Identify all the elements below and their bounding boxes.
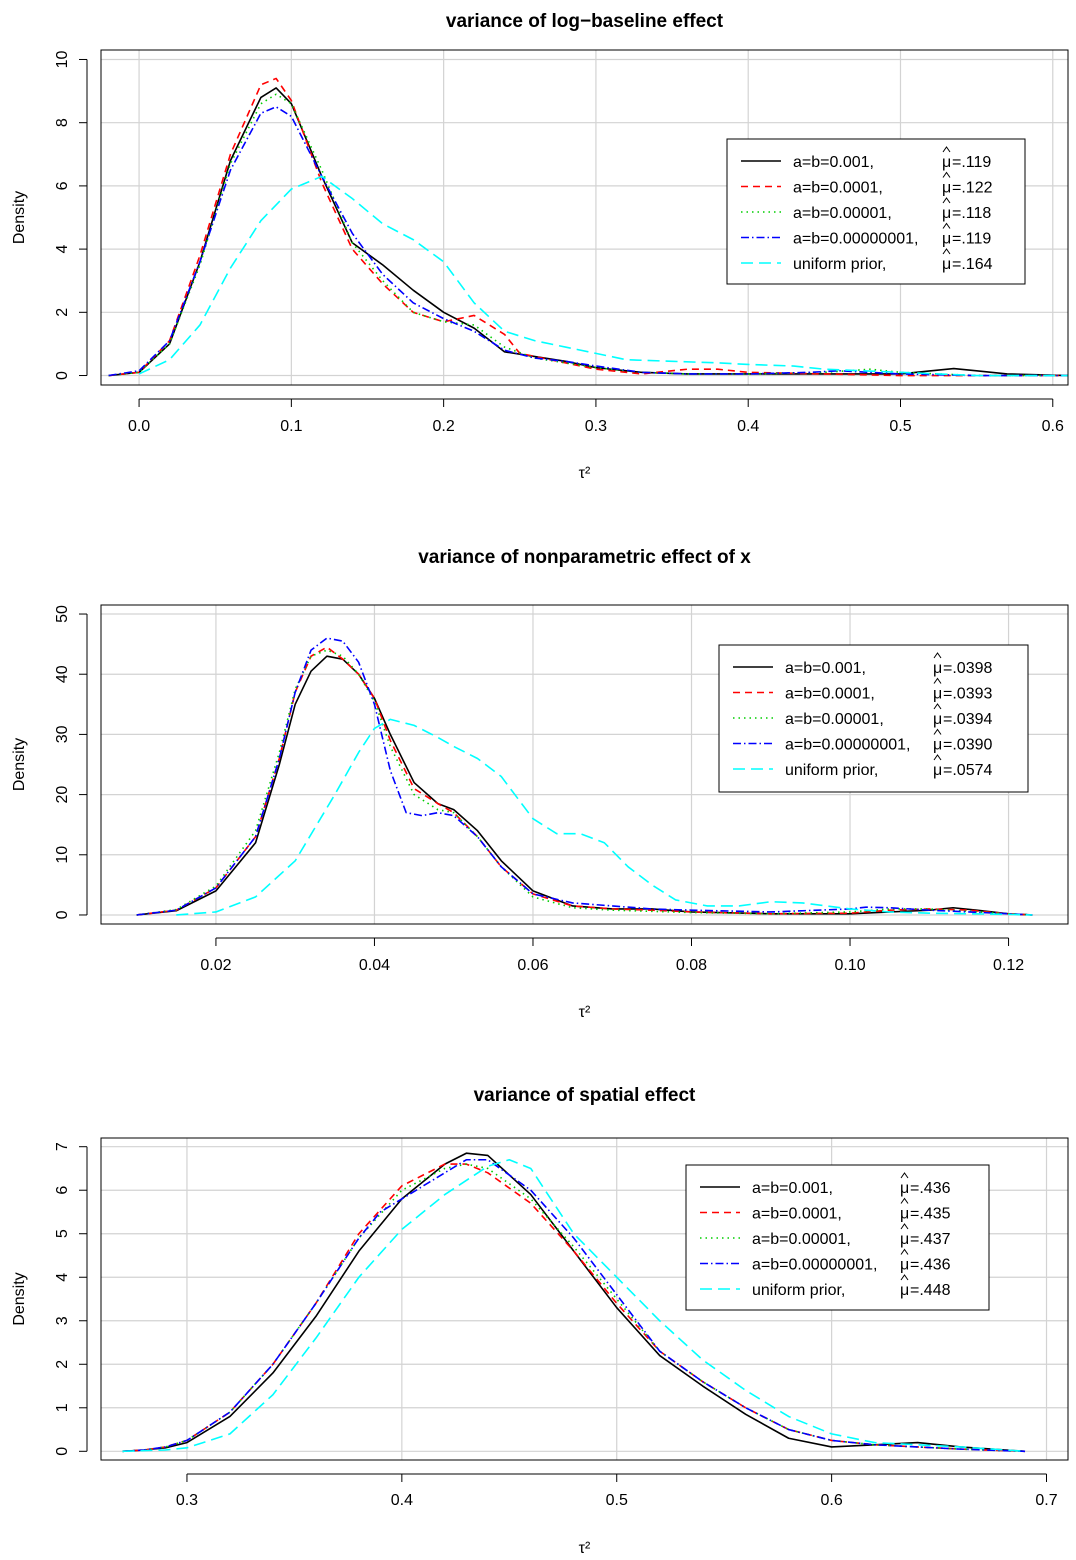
y-tick-label: 8 bbox=[54, 118, 71, 127]
legend-mu-value-2: =.122 bbox=[952, 180, 993, 197]
x-tick-label: 0.0 bbox=[128, 418, 150, 435]
svg-text:μ: μ bbox=[942, 205, 951, 222]
legend-mu-value-5: =.0574 bbox=[943, 762, 992, 779]
legend-mu-value-4: =.436 bbox=[910, 1257, 951, 1274]
y-axis-label: Density bbox=[11, 738, 28, 791]
svg-text:μ: μ bbox=[942, 231, 951, 248]
legend-mu-value-5: =.448 bbox=[910, 1282, 951, 1299]
y-tick-label: 6 bbox=[54, 181, 71, 190]
x-tick-label: 0.5 bbox=[606, 1492, 628, 1509]
legend: a=b=0.001, μ =.0398a=b=0.0001, μ =.0393a=b=0… bbox=[719, 645, 1028, 792]
svg-text:μ: μ bbox=[900, 1231, 909, 1248]
y-tick-label: 40 bbox=[54, 665, 71, 683]
y-tick-label: 0 bbox=[54, 910, 71, 919]
legend-mu-value-4: =.119 bbox=[952, 231, 991, 248]
legend-label-1: a=b=0.001, bbox=[785, 660, 866, 677]
svg-text:μ: μ bbox=[942, 154, 951, 171]
legend-label-2: a=b=0.0001, bbox=[785, 686, 875, 703]
legend-mu-value-3: =.437 bbox=[910, 1231, 951, 1248]
svg-text:μ: μ bbox=[942, 256, 951, 273]
y-tick-label: 20 bbox=[54, 786, 71, 804]
y-tick-label: 1 bbox=[54, 1403, 71, 1412]
svg-text:μ: μ bbox=[933, 660, 942, 677]
svg-text:μ: μ bbox=[933, 711, 942, 728]
y-tick-label: 4 bbox=[54, 1273, 71, 1282]
chart-panel-1: 0.0 0.1 0.2 0.3 0.4 0.5 0.6 0 2 4 6 8 10 variance of … bbox=[11, 11, 1068, 482]
y-tick-label: 3 bbox=[54, 1316, 71, 1325]
legend-label-3: a=b=0.00001, bbox=[793, 205, 892, 222]
legend-label-5: uniform prior, bbox=[752, 1282, 845, 1299]
y-tick-label: 50 bbox=[54, 605, 71, 623]
y-tick-label: 4 bbox=[54, 245, 71, 254]
y-axis-label: Density bbox=[11, 191, 28, 244]
svg-text:μ: μ bbox=[942, 180, 951, 197]
legend-label-3: a=b=0.00001, bbox=[785, 711, 884, 728]
legend-label-1: a=b=0.001, bbox=[793, 154, 874, 171]
legend-label-2: a=b=0.0001, bbox=[793, 180, 883, 197]
legend-label-5: uniform prior, bbox=[785, 762, 878, 779]
legend-mu-value-1: =.119 bbox=[952, 154, 991, 171]
legend-mu-value-2: =.435 bbox=[910, 1206, 951, 1223]
legend-mu-value-2: =.0393 bbox=[943, 686, 992, 703]
chart-title: variance of spatial effect bbox=[474, 1085, 696, 1106]
x-tick-label: 0.4 bbox=[391, 1492, 413, 1509]
y-tick-label: 6 bbox=[54, 1186, 71, 1195]
legend-label-3: a=b=0.00001, bbox=[752, 1231, 851, 1248]
legend-label-4: a=b=0.00000001, bbox=[752, 1257, 877, 1274]
x-tick-label: 0.06 bbox=[517, 957, 548, 974]
x-tick-label: 0.08 bbox=[676, 957, 707, 974]
svg-text:μ: μ bbox=[900, 1206, 909, 1223]
legend-mu-value-1: =.436 bbox=[910, 1180, 951, 1197]
chart-title: variance of log−baseline effect bbox=[446, 11, 724, 32]
legend-mu-value-3: =.0394 bbox=[943, 711, 992, 728]
x-tick-label: 0.3 bbox=[585, 418, 607, 435]
x-axis-label: τ² bbox=[579, 1540, 591, 1557]
x-tick-label: 0.04 bbox=[359, 957, 390, 974]
legend-mu-value-1: =.0398 bbox=[943, 660, 992, 677]
legend-mu-value-3: =.118 bbox=[952, 205, 991, 222]
x-axis-label: τ² bbox=[579, 465, 591, 482]
x-tick-label: 0.2 bbox=[433, 418, 455, 435]
y-tick-label: 2 bbox=[54, 308, 71, 317]
legend-label-4: a=b=0.00000001, bbox=[793, 231, 918, 248]
y-tick-label: 0 bbox=[54, 371, 71, 380]
x-tick-label: 0.1 bbox=[280, 418, 302, 435]
svg-text:μ: μ bbox=[933, 737, 942, 754]
legend-mu-value-5: =.164 bbox=[952, 256, 993, 273]
y-tick-label: 0 bbox=[54, 1447, 71, 1456]
x-axis-label: τ² bbox=[579, 1004, 591, 1021]
y-tick-label: 30 bbox=[54, 725, 71, 743]
legend-label-2: a=b=0.0001, bbox=[752, 1206, 842, 1223]
svg-text:μ: μ bbox=[933, 686, 942, 703]
x-tick-label: 0.02 bbox=[200, 957, 231, 974]
x-tick-label: 0.4 bbox=[737, 418, 759, 435]
svg-text:μ: μ bbox=[933, 762, 942, 779]
y-tick-label: 5 bbox=[54, 1229, 71, 1238]
x-tick-label: 0.10 bbox=[834, 957, 865, 974]
x-tick-label: 0.6 bbox=[820, 1492, 842, 1509]
x-tick-label: 0.3 bbox=[176, 1492, 198, 1509]
y-tick-label: 10 bbox=[54, 50, 71, 68]
svg-text:μ: μ bbox=[900, 1257, 909, 1274]
chart-panel-3: 0.3 0.4 0.5 0.6 0.7 0 1 2 3 4 5 6 7 variance of spati… bbox=[11, 1085, 1068, 1557]
legend-label-4: a=b=0.00000001, bbox=[785, 737, 910, 754]
x-tick-label: 0.6 bbox=[1042, 418, 1064, 435]
y-tick-label: 7 bbox=[54, 1142, 71, 1151]
y-tick-label: 10 bbox=[54, 846, 71, 864]
legend-mu-value-4: =.0390 bbox=[943, 737, 992, 754]
x-tick-label: 0.5 bbox=[889, 418, 911, 435]
chart-panel-2: 0.02 0.04 0.06 0.08 0.10 0.12 0 10 20 30 40 50 varia… bbox=[11, 547, 1068, 1021]
y-tick-label: 2 bbox=[54, 1360, 71, 1369]
y-axis-label: Density bbox=[11, 1272, 28, 1325]
chart-title: variance of nonparametric effect of x bbox=[418, 547, 751, 568]
legend-label-5: uniform prior, bbox=[793, 256, 886, 273]
x-tick-label: 0.12 bbox=[993, 957, 1024, 974]
legend-label-1: a=b=0.001, bbox=[752, 1180, 833, 1197]
svg-text:μ: μ bbox=[900, 1282, 909, 1299]
x-tick-label: 0.7 bbox=[1035, 1492, 1057, 1509]
svg-text:μ: μ bbox=[900, 1180, 909, 1197]
